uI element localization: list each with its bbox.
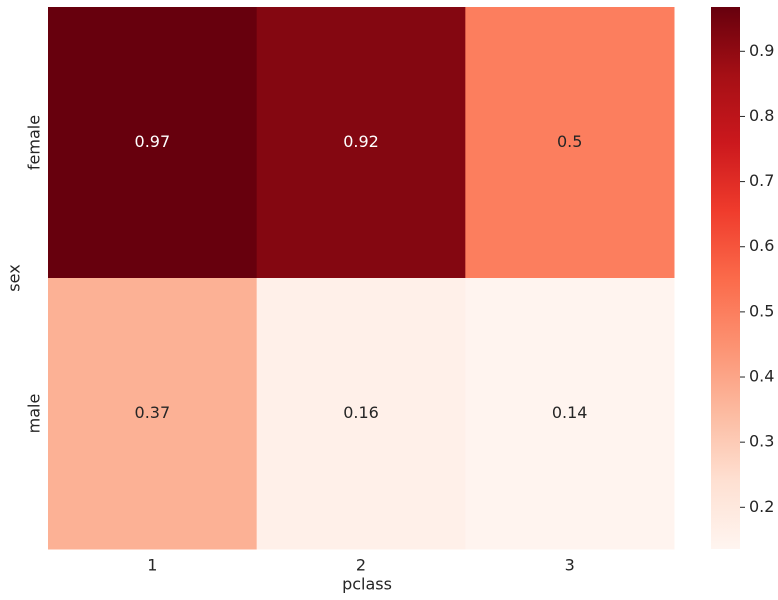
cell-label: 0.5 [557,132,582,151]
y-tick-label: male [25,394,44,434]
colorbar [711,7,740,549]
cell-label: 0.97 [135,132,171,151]
colorbar-tick-label: 0.5 [749,301,774,320]
cell-label: 0.92 [343,132,379,151]
y-axis-label: sex [5,264,24,291]
x-tick-label: 1 [147,556,157,575]
cell-label: 0.37 [135,403,171,422]
cell-label: 0.14 [552,403,588,422]
y-tick-label: female [25,115,44,170]
colorbar-tick-label: 0.7 [749,171,774,190]
heatmap-cell [465,7,675,279]
x-tick-label: 3 [565,556,575,575]
colorbar-tick-label: 0.4 [749,367,774,386]
heatmap-cell [256,7,466,279]
colorbar-tick-label: 0.6 [749,236,774,255]
x-axis-label: pclass [342,575,392,594]
heatmap-cell [48,278,258,550]
heatmap-cell [48,7,258,279]
cell-label: 0.16 [343,403,379,422]
colorbar-tick-label: 0.8 [749,106,774,125]
heatmap-cell [256,278,466,550]
colorbar-tick-label: 0.9 [749,41,774,60]
heatmap-cell [465,278,675,550]
colorbar-tick-label: 0.2 [749,497,774,516]
colorbar-tick-label: 0.3 [749,432,774,451]
x-tick-label: 2 [356,556,366,575]
